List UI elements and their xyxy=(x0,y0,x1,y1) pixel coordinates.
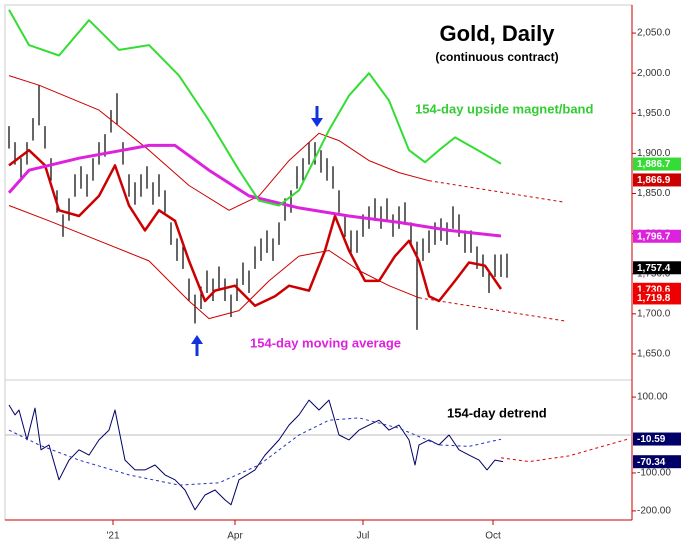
x-tick-label: '21 xyxy=(106,531,119,542)
annotation: 154-day detrend xyxy=(447,405,547,420)
y-tick-label: 1,950.0 xyxy=(637,108,671,119)
y-tick-label: 1,650.0 xyxy=(637,349,671,360)
value-tag xyxy=(633,261,681,275)
y-tick-label: 1,700.0 xyxy=(637,308,671,319)
value-tag-label: 1,796.7 xyxy=(637,231,671,242)
annotation: 154-day upside magnet/band xyxy=(415,101,593,116)
x-tick-label: Oct xyxy=(485,531,501,542)
value-tag xyxy=(633,455,681,469)
value-tag-label: 1,866.9 xyxy=(637,175,671,186)
y-tick-label: 1,900.0 xyxy=(637,148,671,159)
series-line xyxy=(500,438,630,463)
y-tick-label: -100.00 xyxy=(637,468,671,479)
arrow-down xyxy=(311,106,323,127)
chart-title: Gold, Daily xyxy=(440,21,556,46)
y-tick-label: -200.00 xyxy=(637,506,671,517)
value-tag xyxy=(633,291,681,305)
chart-subtitle: (continuous contract) xyxy=(435,50,558,64)
marks: 2,050.02,000.01,950.01,900.01,850.01,800… xyxy=(5,9,681,542)
series-line xyxy=(8,9,502,207)
x-tick-label: Apr xyxy=(227,531,243,542)
y-tick-label: 1,850.0 xyxy=(637,188,671,199)
y-tick-label: 2,000.0 xyxy=(637,68,671,79)
series-line xyxy=(418,297,566,322)
series-line xyxy=(8,148,503,308)
series-line xyxy=(8,417,502,486)
x-tick-label: Jul xyxy=(357,531,370,542)
value-tag-label: 1,719.8 xyxy=(637,293,671,304)
value-tag-label: 1,757.4 xyxy=(637,263,671,274)
value-tag-label: 1,886.7 xyxy=(637,159,671,170)
value-tag-label: 1,730.6 xyxy=(637,284,671,295)
value-tag-label: -70.34 xyxy=(637,457,666,468)
value-tag xyxy=(633,432,681,446)
value-tag xyxy=(633,157,681,171)
series-line xyxy=(8,399,504,511)
y-tick-label: 100.00 xyxy=(637,392,668,403)
series-line xyxy=(7,143,502,238)
series-line xyxy=(8,75,430,211)
arrow-up xyxy=(191,335,203,356)
annotation: 154-day moving average xyxy=(250,335,401,350)
y-tick-label: 2,050.0 xyxy=(637,28,671,39)
value-tag-label: -10.59 xyxy=(637,434,666,445)
series-line xyxy=(428,180,566,203)
value-tag xyxy=(633,173,681,187)
value-tag xyxy=(633,229,681,243)
